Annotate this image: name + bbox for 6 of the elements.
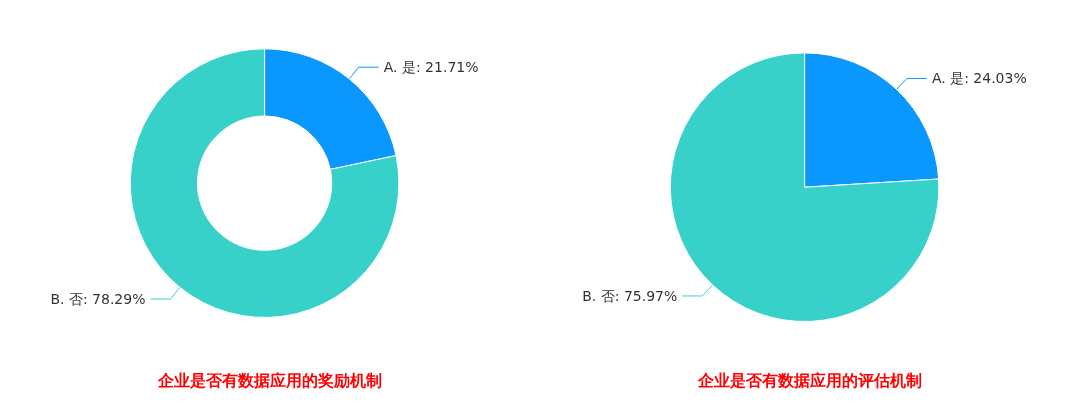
- text: 企业是否有数据应用的奖励机制: [157, 370, 382, 389]
- slice-label: B. 否: 78.29%: [50, 291, 146, 308]
- slice-label: A. 是: 24.03%: [931, 70, 1027, 87]
- slice-label: A. 是: 21.71%: [383, 59, 479, 76]
- slice-label: B. 否: 75.97%: [582, 287, 678, 304]
- text: 企业是否有数据应用的评估机制: [697, 370, 922, 389]
